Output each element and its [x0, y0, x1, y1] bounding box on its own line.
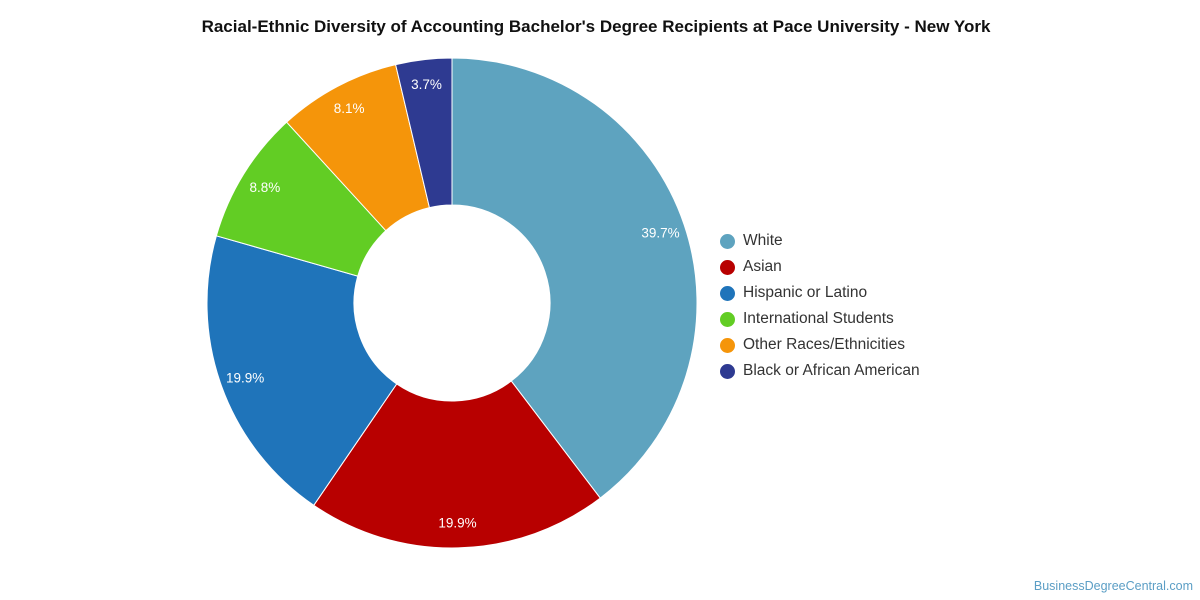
slice-label-asian: 19.9%: [438, 515, 476, 530]
slice-black-or-african-american[interactable]: [395, 57, 453, 209]
slice-label-white: 39.7%: [641, 225, 679, 240]
slice-label-hispanic-or-latino: 19.9%: [226, 370, 264, 385]
slice-hispanic-or-latino[interactable]: [206, 235, 398, 506]
legend-item-white[interactable]: White: [720, 228, 920, 254]
chart-title: Racial-Ethnic Diversity of Accounting Ba…: [201, 17, 991, 36]
slice-label-international-students: 8.8%: [250, 180, 281, 195]
site-watermark[interactable]: BusinessDegreeCentral.com: [1033, 579, 1193, 593]
legend-swatch-icon: [720, 285, 735, 301]
legend-label: Hispanic or Latino: [743, 284, 868, 301]
legend-swatch-icon: [720, 259, 735, 275]
slice-label-other-races-ethnicities: 8.1%: [334, 101, 365, 116]
legend-swatch-icon: [720, 233, 735, 249]
legend-item-black-or-african-american[interactable]: Black or African American: [720, 358, 920, 384]
legend-label: Asian: [743, 258, 782, 275]
legend-item-other-races-ethnicities[interactable]: Other Races/Ethnicities: [720, 332, 920, 358]
slice-white[interactable]: [451, 57, 698, 499]
legend-swatch-icon: [720, 363, 735, 379]
legend-item-hispanic-or-latino[interactable]: Hispanic or Latino: [720, 280, 920, 306]
slice-label-black-or-african-american: 3.7%: [411, 77, 442, 92]
legend-swatch-icon: [720, 311, 735, 327]
legend-item-asian[interactable]: Asian: [720, 254, 920, 280]
legend-label: White: [743, 232, 783, 249]
legend-label: Black or African American: [743, 362, 920, 379]
donut-slice-labels: 39.7% 19.9% 19.9% 8.8% 8.1% 3.7%: [226, 77, 680, 530]
slice-asian[interactable]: [313, 380, 601, 549]
chart-legend: White Asian Hispanic or Latino Internationa…: [720, 228, 920, 384]
legend-label: International Students: [743, 310, 894, 327]
legend-swatch-icon: [720, 337, 735, 353]
donut-slices: [206, 57, 698, 549]
legend-label: Other Races/Ethnicities: [743, 336, 905, 353]
legend-item-international-students[interactable]: International Students: [720, 306, 920, 332]
